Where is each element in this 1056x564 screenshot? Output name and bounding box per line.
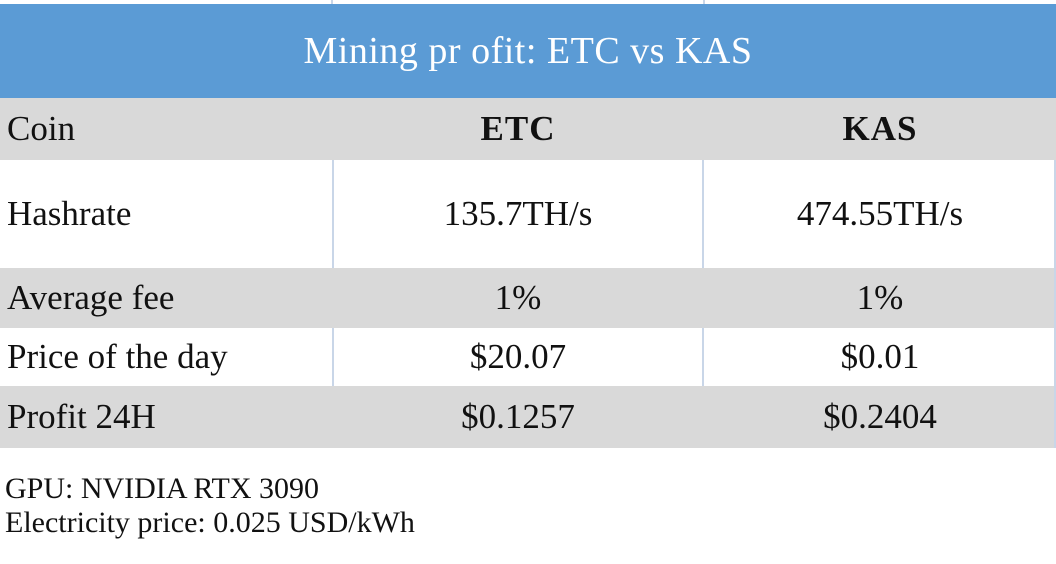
row-label: Hashrate [7, 194, 132, 233]
column-tick-2 [703, 0, 705, 4]
table-title-bar: Mining pr ofit: ETC vs KAS [0, 4, 1056, 98]
gpu-note: GPU: NVIDIA RTX 3090 [5, 472, 320, 505]
header-label-coin: Coin [7, 109, 76, 148]
etc-value: $20.07 [332, 328, 704, 386]
row-label: Price of the day [7, 337, 228, 376]
top-strip [0, 0, 1056, 4]
electricity-note: Electricity price: 0.025 USD/kWh [5, 506, 415, 539]
kas-value: 1% [856, 278, 904, 317]
header-etc: ETC [332, 98, 704, 160]
column-tick-1 [331, 0, 333, 4]
etc-value: 1% [332, 268, 704, 328]
table-row-profit-24h: Profit 24H $0.1257 $0.2404 [0, 386, 1056, 448]
row-label: Average fee [7, 278, 175, 317]
kas-value: $0.01 [840, 337, 920, 376]
kas-value: 474.55TH/s [796, 194, 964, 233]
table-row-hashrate: Hashrate 135.7TH/s 474.55TH/s [0, 160, 1056, 268]
header-kas: KAS [842, 109, 918, 148]
kas-value: $0.2404 [823, 397, 937, 436]
footnote: GPU: NVIDIA RTX 3090 Electricity price: … [5, 472, 415, 540]
table-title: Mining pr ofit: ETC vs KAS [303, 30, 753, 72]
table-right-border [1054, 160, 1056, 448]
etc-value: $0.1257 [332, 386, 704, 448]
table-row-average-fee: Average fee 1% 1% [0, 268, 1056, 328]
table-row-price-of-the-day: Price of the day $20.07 $0.01 [0, 328, 1056, 386]
comparison-table: Coin ETC KAS Hashrate 135.7TH/s 474.55TH… [0, 98, 1056, 448]
table-header-row: Coin ETC KAS [0, 98, 1056, 160]
row-label: Profit 24H [7, 397, 156, 436]
etc-value: 135.7TH/s [332, 160, 704, 268]
